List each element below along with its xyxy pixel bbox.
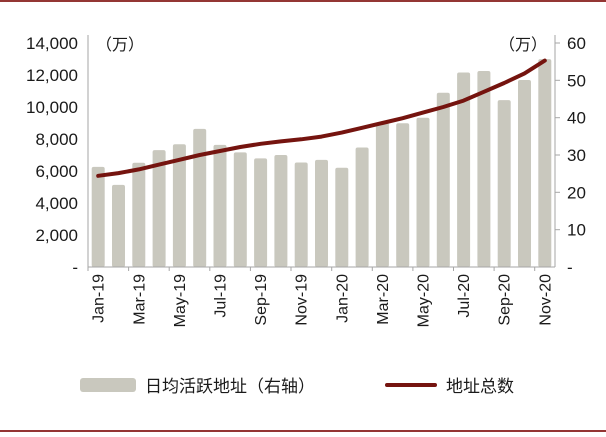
right-axis-tick-label: 10	[567, 221, 586, 240]
bar	[518, 80, 531, 267]
bar	[193, 128, 207, 267]
left-axis-tick-label: 10,000	[26, 98, 78, 117]
bar	[477, 71, 491, 267]
bottom-border-rule	[0, 430, 606, 432]
x-axis-tick-label: Sep-19	[253, 274, 270, 326]
top-border-rule	[0, 0, 606, 2]
bar	[335, 167, 349, 267]
x-axis-tick-label: Mar-19	[131, 274, 148, 325]
bar	[152, 150, 166, 267]
left-axis-tick-label: 2,000	[35, 226, 78, 245]
x-axis-labels: Jan-19 Mar-19 May-19 Jul-19 Sep-19 Nov-19 Jan-…	[91, 274, 555, 327]
left-axis-tick-label: 14,000	[26, 34, 78, 53]
x-axis-tick-label: Jan-20	[334, 274, 351, 323]
right-axis-tick-label: 50	[567, 71, 586, 90]
left-axis-labels: 14,000 12,000 10,000 8,000 6,000 4,000 2,000 -	[26, 34, 78, 277]
x-axis-tick-label: Jul-19	[213, 274, 230, 318]
left-axis-tick-label: -	[72, 258, 78, 277]
bar	[355, 147, 369, 267]
right-axis-labels: 60 50 40 30 20 10 -	[567, 34, 586, 277]
bar	[436, 92, 450, 267]
right-axis-tick-label: 40	[567, 109, 586, 128]
legend-line-swatch	[385, 382, 437, 387]
left-axis-tick-label: 8,000	[35, 130, 78, 149]
axes	[87, 35, 560, 271]
legend-bar-swatch	[80, 377, 136, 392]
bar	[274, 155, 288, 267]
right-axis-tick-label: 30	[567, 146, 586, 165]
bar	[213, 144, 227, 267]
bar	[497, 100, 511, 267]
bar	[112, 184, 125, 267]
left-axis-tick-label: 12,000	[26, 66, 78, 85]
x-axis-tick-label: Mar-20	[375, 274, 392, 325]
bar	[172, 144, 186, 267]
bar	[457, 72, 471, 267]
x-axis-tick-label: Nov-20	[537, 274, 554, 326]
right-axis-tick-label: -	[567, 258, 573, 277]
right-axis-tick-label: 60	[567, 34, 586, 53]
right-axis-title: （万）	[499, 35, 547, 54]
bar	[538, 59, 552, 267]
x-axis-tick-label: Sep-20	[497, 274, 514, 326]
bar	[132, 162, 146, 267]
x-axis-tick-label: May-19	[172, 274, 189, 327]
left-axis-tick-label: 6,000	[35, 162, 78, 181]
bar	[233, 152, 247, 267]
bar	[396, 123, 410, 267]
bar	[375, 122, 389, 268]
legend-bar-label: 日均活跃地址（右轴）	[145, 377, 315, 397]
bar	[315, 159, 328, 267]
legend-line-label: 地址总数	[446, 377, 514, 397]
legend-item-line: 地址总数	[385, 372, 514, 397]
x-axis-tick-label: Nov-19	[294, 274, 311, 326]
x-axis-tick-label: Jul-20	[456, 274, 473, 318]
bar	[91, 166, 105, 267]
x-axis-tick-label: Jan-19	[91, 274, 108, 323]
legend-item-bars: 日均活跃地址（右轴）	[80, 372, 315, 397]
left-axis-tick-label: 4,000	[35, 194, 78, 213]
right-axis-tick-label: 20	[567, 183, 586, 202]
bar	[294, 162, 308, 267]
bar	[416, 117, 430, 267]
bar-series	[91, 59, 552, 268]
line-series	[96, 58, 547, 178]
x-axis-tick-label: May-20	[416, 274, 433, 327]
bar	[254, 158, 268, 267]
left-axis-title: （万）	[96, 35, 144, 54]
